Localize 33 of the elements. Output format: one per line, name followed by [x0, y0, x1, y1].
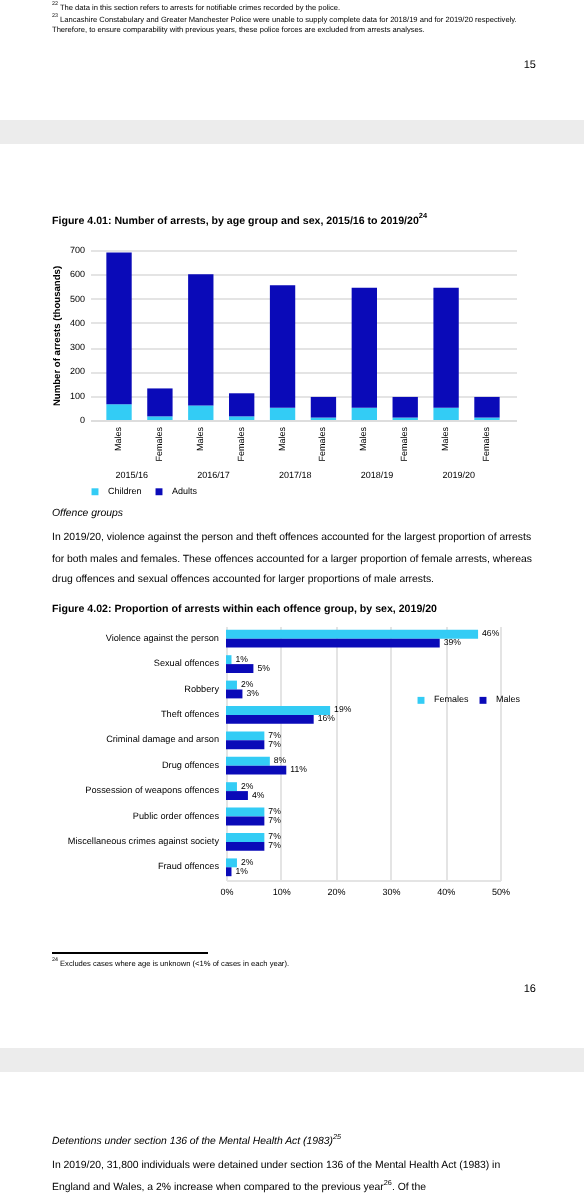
bar — [433, 407, 459, 420]
bar — [433, 287, 459, 408]
bar — [226, 638, 440, 648]
bar — [226, 858, 237, 868]
bar — [226, 756, 270, 766]
bar — [269, 407, 296, 420]
bar — [226, 807, 265, 817]
bar — [147, 388, 173, 417]
bar — [226, 629, 479, 639]
bar — [226, 706, 331, 715]
bar — [226, 731, 265, 741]
bar — [351, 407, 377, 420]
bar — [226, 680, 237, 690]
bar — [226, 833, 265, 842]
bar — [226, 841, 265, 851]
bar — [310, 396, 337, 418]
bar — [229, 393, 255, 417]
bar — [188, 274, 214, 406]
bar — [226, 740, 265, 750]
bar — [269, 285, 296, 408]
bar — [351, 287, 377, 408]
bar — [226, 791, 248, 800]
bar — [226, 765, 287, 775]
bar — [226, 714, 314, 724]
bar — [188, 405, 214, 420]
bar — [226, 782, 237, 792]
bar — [226, 867, 232, 877]
bar — [226, 664, 254, 673]
bar — [106, 252, 132, 405]
bar — [392, 396, 418, 418]
bar — [106, 404, 132, 420]
bar — [474, 396, 500, 418]
bar — [226, 655, 232, 665]
